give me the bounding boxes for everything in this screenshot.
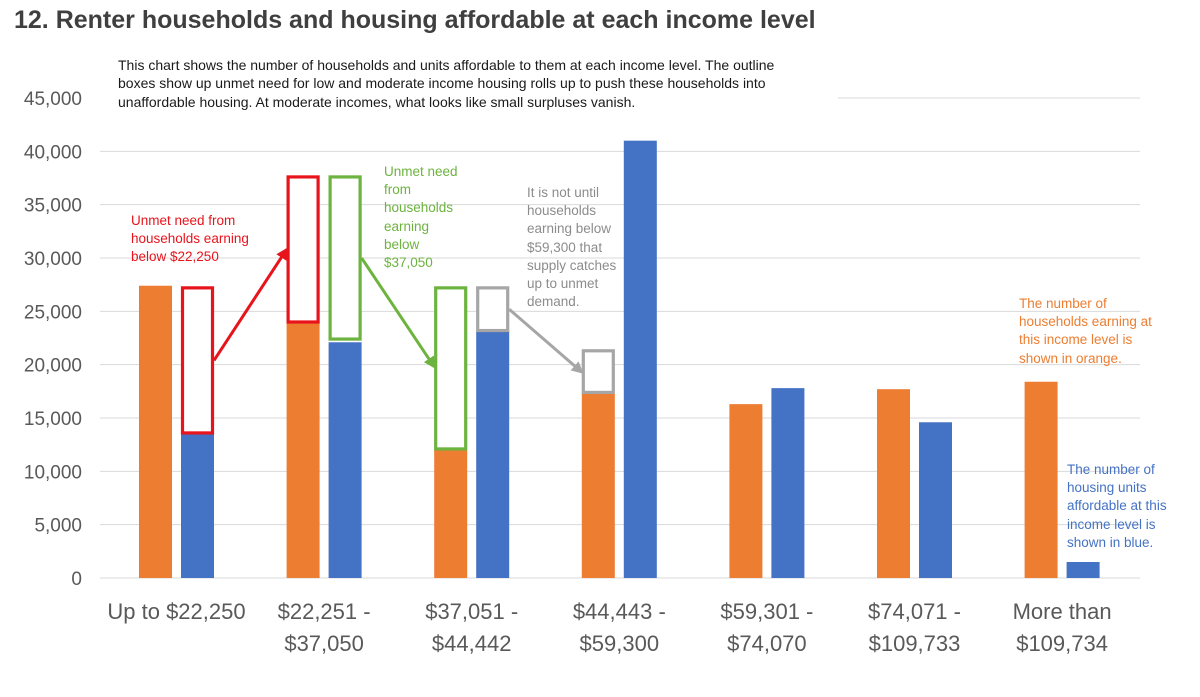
y-tick-label: 35,000 [24,196,82,217]
annotation-supply-catches-up: It is not until households earning below… [527,185,617,310]
chart-description: This chart shows the number of household… [118,57,775,110]
x-tick-label: $74,070 [727,631,807,656]
x-tick-label: $37,051 - [425,599,518,624]
bar-households [581,392,615,578]
y-tick-label: 25,000 [24,302,82,323]
y-tick-label: 40,000 [24,142,82,163]
bar-households [139,285,172,578]
x-tick-label: $59,300 [580,631,660,656]
unmet-need-box-green [434,286,468,451]
x-tick-label: Up to $22,250 [107,599,245,624]
x-tick-label: $59,301 - [720,599,813,624]
chart-title: 12. Renter households and housing afford… [14,6,816,34]
y-tick-label: 30,000 [24,249,82,270]
bar-households [286,322,320,578]
annotation-unmet-22250: Unmet need from households earning below… [131,213,249,265]
x-tick-label: $109,733 [869,631,961,656]
arrow-gray [508,308,584,374]
unmet-need-box-green [328,175,362,341]
legend-note-affordable-units: The number of housing units affordable a… [1067,462,1167,550]
bar-affordable-units [623,140,657,578]
bar-households [729,404,763,578]
bar-affordable-units [181,432,214,578]
y-tick-label: 5,000 [34,516,82,537]
bar-affordable-units [476,330,510,578]
y-tick-label: 0 [71,569,82,590]
arrow-green [360,257,436,369]
unmet-need-box-gray [581,349,615,394]
bar-affordable-units [328,342,362,578]
y-tick-label: 20,000 [24,356,82,377]
bar-affordable-units [919,422,952,578]
bar-households [434,448,468,578]
x-tick-label: $37,050 [284,631,364,656]
bar-affordable-units [771,388,805,578]
y-tick-label: 10,000 [24,462,82,483]
x-tick-label: $44,442 [432,631,512,656]
x-tick-label: $44,443 - [573,599,666,624]
x-tick-label: $109,734 [1016,631,1108,656]
annotation-unmet-37050: Unmet need from households earning below… [384,164,458,271]
y-tick-label: 45,000 [24,89,82,110]
unmet-need-box-gray [476,286,510,333]
arrow-red [212,247,288,362]
bar-households [1024,381,1058,578]
x-tick-label: $22,251 - [278,599,371,624]
x-tick-label: More than [1013,599,1112,624]
bar-households [877,389,910,578]
y-tick-label: 15,000 [24,409,82,430]
bar-affordable-units [1066,562,1100,578]
x-tick-label: $74,071 - [868,599,961,624]
unmet-need-box-red [180,286,215,435]
legend-note-households: The number of households earning at this… [1019,296,1152,366]
unmet-need-box-red [286,175,320,324]
